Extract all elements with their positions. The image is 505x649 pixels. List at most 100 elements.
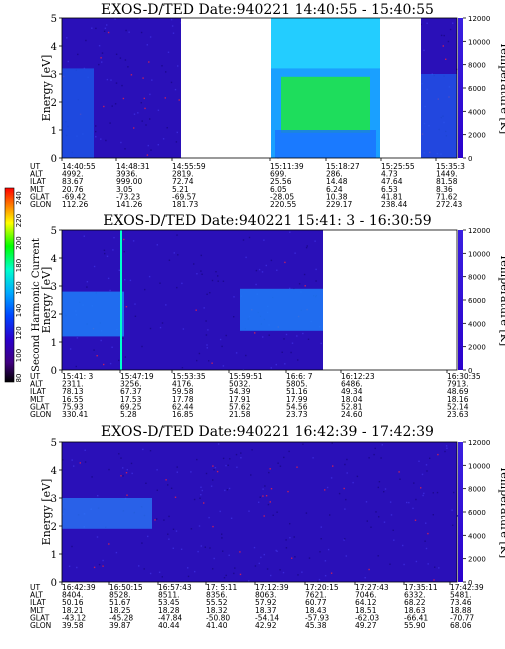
y2-axis-label: Temperature [K] xyxy=(498,466,505,558)
ephemeris-cell: 3.05 xyxy=(116,185,133,194)
y-tick-label: 2 xyxy=(51,310,57,321)
ephemeris-cell: 4992. xyxy=(62,170,83,179)
ephemeris-cell: 49.34 xyxy=(341,387,363,396)
ephemeris-cell: 286. xyxy=(326,170,343,179)
y2-tick-label: 10000 xyxy=(468,38,490,46)
y-tick-label: 4 xyxy=(51,42,57,53)
y2-axis-label: Temperature [K] xyxy=(498,254,505,346)
ephemeris-cell: 6.05 xyxy=(270,185,287,194)
y-tick-label: 0 xyxy=(51,578,57,589)
panel-3: EXOS-D/TED Date:940221 16:42:39 - 17:42:… xyxy=(30,424,505,630)
y2-tick-label: 6000 xyxy=(468,509,486,517)
y2-tick-label: 2000 xyxy=(468,556,486,564)
ephemeris-row-label: GLAT xyxy=(30,613,50,622)
ephemeris-cell: 18.04 xyxy=(341,395,363,404)
ephemeris-cell: 16:42:39 xyxy=(62,583,96,592)
ephemeris-cell: 16:12:23 xyxy=(341,372,375,381)
ephemeris-cell: 15:59:51 xyxy=(229,372,263,381)
ephemeris-cell: 5805. xyxy=(286,380,307,389)
ephemeris-cell: -62.03 xyxy=(355,613,379,622)
ephemeris-cell: 6.24 xyxy=(326,185,343,194)
ephemeris-row-label: ALT xyxy=(30,591,43,600)
y-tick-label: 3 xyxy=(51,494,57,505)
ephemeris-cell: 14:48:31 xyxy=(116,162,150,171)
y2-tick-label: 8000 xyxy=(468,486,486,494)
ephemeris-cell: 42.92 xyxy=(255,621,277,630)
temperature-bar xyxy=(458,442,463,582)
low-energy-band xyxy=(421,74,457,158)
ephemeris-row-label: ALT xyxy=(30,380,43,389)
ephemeris-cell: 4176. xyxy=(172,380,193,389)
ephemeris-row-label: ILAT xyxy=(30,387,46,396)
ephemeris-cell: 24.60 xyxy=(341,410,363,419)
ephemeris-cell: 71.62 xyxy=(436,192,458,201)
ephemeris-cell: -69.57 xyxy=(172,192,196,201)
ephemeris-cell: 330.41 xyxy=(62,410,88,419)
ephemeris-cell: 55.90 xyxy=(404,621,426,630)
ephemeris-cell: 57.62 xyxy=(229,402,251,411)
ephemeris-cell: 15:35:3 xyxy=(436,162,465,171)
ephemeris-cell: 2311. xyxy=(62,380,83,389)
ephemeris-cell: 53.45 xyxy=(158,598,180,607)
ephemeris-cell: 67.37 xyxy=(120,387,142,396)
y2-tick-label: 12000 xyxy=(468,15,490,23)
ephemeris-cell: 16:50:15 xyxy=(109,583,143,592)
ephemeris-cell: 39.58 xyxy=(62,621,84,630)
ephemeris-cell: 18.51 xyxy=(355,606,377,615)
plot-frame xyxy=(61,441,458,583)
ephemeris-cell: 25.56 xyxy=(270,177,292,186)
ephemeris-cell: 83.67 xyxy=(62,177,84,186)
ephemeris-cell: 41.81 xyxy=(381,192,403,201)
panel-title: EXOS-D/TED Date:940221 14:40:55 - 15:40:… xyxy=(101,2,434,18)
y2-tick-label: 2000 xyxy=(468,344,486,352)
high-flux-core xyxy=(281,76,370,133)
low-energy-band xyxy=(62,68,94,158)
ephemeris-cell: 40.44 xyxy=(158,621,180,630)
ephemeris-cell: 272.43 xyxy=(436,200,462,209)
ephemeris-cell: 81.58 xyxy=(436,177,458,186)
ephemeris-row-label: UT xyxy=(30,162,40,171)
ephemeris-cell: 7913. xyxy=(447,380,468,389)
ephemeris-cell: 52.14 xyxy=(447,402,469,411)
ephemeris-row-label: ILAT xyxy=(30,598,46,607)
panel-title: EXOS-D/TED Date:940221 16:42:39 - 17:42:… xyxy=(101,424,434,440)
y-tick-label: 1 xyxy=(51,550,57,561)
ephemeris-row-label: GLAT xyxy=(30,402,50,411)
y-tick-label: 0 xyxy=(51,366,57,377)
y2-tick-label: 0 xyxy=(468,579,472,587)
ephemeris-cell: 45.38 xyxy=(305,621,327,630)
temperature-bar xyxy=(458,18,463,158)
ephemeris-cell: -50.80 xyxy=(206,613,230,622)
ephemeris-cell: 17:42:39 xyxy=(450,583,484,592)
y2-tick-label: 4000 xyxy=(468,108,486,116)
y2-tick-label: 12000 xyxy=(468,439,490,447)
ephemeris-cell: 17:27:43 xyxy=(355,583,389,592)
ephemeris-row-label: GLAT xyxy=(30,192,50,201)
y2-tick-label: 8000 xyxy=(468,62,486,70)
y2-tick-label: 12000 xyxy=(468,227,490,235)
low-energy-band xyxy=(62,498,152,529)
y-axis-label: Energy [eV] xyxy=(40,267,53,334)
ephemeris-cell: 15:53:35 xyxy=(172,372,206,381)
ephemeris-cell: 73.46 xyxy=(450,598,472,607)
y-tick-label: 2 xyxy=(51,98,57,109)
ephemeris-row-label: MLT xyxy=(30,185,45,194)
ephemeris-cell: 18.16 xyxy=(447,395,469,404)
ephemeris-cell: 20.76 xyxy=(62,185,84,194)
ephemeris-cell: 15:41: 3 xyxy=(62,372,94,381)
ephemeris-cell: 55.52 xyxy=(206,598,228,607)
ephemeris-cell: 181.73 xyxy=(172,200,198,209)
ephemeris-cell: 15:11:39 xyxy=(270,162,304,171)
ephemeris-cell: 6486. xyxy=(341,380,362,389)
ephemeris-cell: -47.84 xyxy=(158,613,182,622)
ephemeris-cell: 15:47:19 xyxy=(120,372,154,381)
ephemeris-cell: 68.22 xyxy=(404,598,426,607)
low-energy-band xyxy=(62,291,124,337)
ephemeris-cell: 17.91 xyxy=(229,395,251,404)
ephemeris-cell: 23.73 xyxy=(286,410,308,419)
plot-frame xyxy=(61,17,458,159)
ephemeris-cell: 141.26 xyxy=(116,200,142,209)
ephemeris-cell: 16:30:35 xyxy=(447,372,481,381)
